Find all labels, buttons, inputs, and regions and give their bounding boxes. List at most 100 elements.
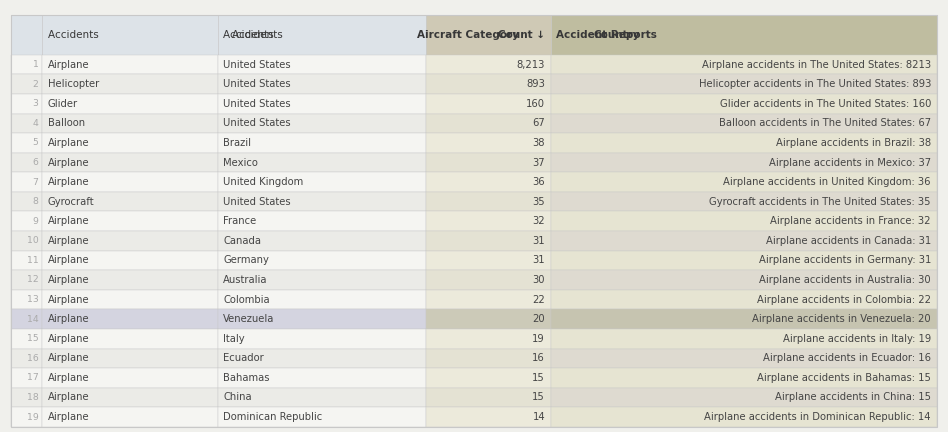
Text: 16: 16 [533,353,545,363]
Bar [11,133,42,153]
Text: United States: United States [224,99,291,109]
Text: Balloon accidents in The United States: 67: Balloon accidents in The United States: … [719,118,931,128]
Bar [11,153,42,172]
Bar [426,55,551,74]
Text: 22: 22 [533,295,545,305]
Text: Airplane accidents in Bahamas: 15: Airplane accidents in Bahamas: 15 [757,373,931,383]
Text: Dominican Republic: Dominican Republic [224,412,322,422]
Text: Helicopter: Helicopter [47,79,99,89]
Text: 16: 16 [27,354,39,363]
Text: Airplane: Airplane [47,373,89,383]
Text: 9: 9 [32,217,39,226]
Text: 38: 38 [533,138,545,148]
Bar [426,192,551,212]
Text: United States: United States [224,197,291,206]
Bar [426,251,551,270]
Text: Brazil: Brazil [224,138,251,148]
Text: Mexico: Mexico [224,158,258,168]
Bar [551,349,937,368]
Text: Airplane: Airplane [47,334,89,344]
Bar [42,133,218,153]
Text: Gyrocraft: Gyrocraft [47,197,94,206]
Bar [551,15,937,55]
Bar [551,329,937,349]
Bar [11,231,42,251]
Bar [218,172,426,192]
Text: 4: 4 [32,119,39,128]
Bar [11,349,42,368]
Bar [218,309,426,329]
Bar [426,114,551,133]
Bar [218,349,426,368]
Bar [551,94,937,114]
Bar [426,94,551,114]
Text: Glider accidents in The United States: 160: Glider accidents in The United States: 1… [720,99,931,109]
Bar [42,231,218,251]
Bar [426,270,551,290]
Text: Airplane: Airplane [47,255,89,265]
Bar [426,15,551,55]
Text: Helicopter accidents in The United States: 893: Helicopter accidents in The United State… [699,79,931,89]
Text: United States: United States [224,79,291,89]
Text: Airplane: Airplane [47,138,89,148]
Text: Airplane: Airplane [47,60,89,70]
Text: Accidents: Accidents [232,30,286,40]
Bar [218,388,426,407]
Bar [551,55,937,74]
Bar [551,212,937,231]
Text: 19: 19 [533,334,545,344]
Bar [42,388,218,407]
Text: 2: 2 [32,80,39,89]
Bar [42,270,218,290]
Bar [42,309,218,329]
Text: Airplane accidents in China: 15: Airplane accidents in China: 15 [775,392,931,403]
Bar [551,172,937,192]
Text: Airplane: Airplane [47,353,89,363]
Text: Airplane: Airplane [47,158,89,168]
Text: Gyrocraft accidents in The United States: 35: Gyrocraft accidents in The United States… [709,197,931,206]
Bar [11,290,42,309]
Text: Balloon: Balloon [47,118,84,128]
Text: Airplane: Airplane [47,216,89,226]
Bar [42,94,218,114]
Bar [218,114,426,133]
Bar [218,15,426,55]
Bar [11,212,42,231]
Text: 13: 13 [27,295,39,304]
Text: 7: 7 [32,178,39,187]
Text: Airplane accidents in Dominican Republic: 14: Airplane accidents in Dominican Republic… [704,412,931,422]
Bar [42,74,218,94]
Bar [551,133,937,153]
Text: Airplane accidents in United Kingdom: 36: Airplane accidents in United Kingdom: 36 [723,177,931,187]
Bar [551,388,937,407]
Bar [551,290,937,309]
Text: Italy: Italy [224,334,245,344]
Text: Airplane: Airplane [47,275,89,285]
Bar [11,407,42,427]
Text: Canada: Canada [224,236,262,246]
Text: 15: 15 [533,373,545,383]
Text: 6: 6 [32,158,39,167]
Text: Airplane: Airplane [47,314,89,324]
Bar [11,251,42,270]
Bar [42,329,218,349]
Text: Aircraft Category: Aircraft Category [417,30,520,40]
Bar [551,74,937,94]
Bar [42,15,218,55]
Bar [551,231,937,251]
Text: 37: 37 [533,158,545,168]
Text: Airplane accidents in France: 32: Airplane accidents in France: 32 [771,216,931,226]
Text: Country: Country [593,30,640,40]
Bar [218,74,426,94]
Bar [11,15,42,55]
Bar [426,231,551,251]
Bar [426,153,551,172]
Bar [42,349,218,368]
Text: 1: 1 [32,60,39,69]
Text: 5: 5 [33,139,39,147]
Text: Airplane accidents in Ecuador: 16: Airplane accidents in Ecuador: 16 [763,353,931,363]
Text: Airplane: Airplane [47,295,89,305]
Bar [218,329,426,349]
Bar [426,74,551,94]
Bar [218,231,426,251]
